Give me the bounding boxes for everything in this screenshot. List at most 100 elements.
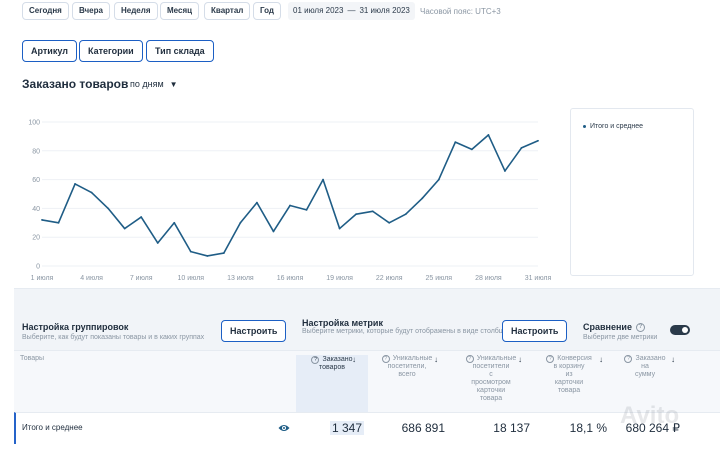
column-header-line: ? Уникальные [456, 355, 526, 363]
y-tick-label: 20 [32, 235, 40, 242]
period-yesterday-button[interactable]: Вчера [72, 2, 110, 20]
filter-warehouse-type-button[interactable]: Тип склада [146, 40, 214, 62]
legend-item-total[interactable]: Итого и среднее [583, 123, 643, 130]
data-point [388, 221, 391, 224]
column-header-line: сумму [634, 371, 656, 378]
column-header-ordered[interactable]: ? Заказано товаров [296, 355, 368, 413]
period-month-button[interactable]: Месяц [160, 2, 200, 20]
metrics-configure-button[interactable]: Настроить [502, 320, 568, 342]
column-header-cart-conversion[interactable]: ? Конверсия в корзину из карточки товара [541, 355, 597, 395]
data-point [289, 204, 291, 207]
help-icon[interactable]: ? [635, 323, 645, 333]
metrics-settings-desc: Выберите метрики, которые будут отображе… [302, 328, 541, 335]
column-header-line: ? Уникальные [374, 355, 440, 363]
y-tick-label: 80 [32, 148, 40, 155]
column-header-line: на [641, 363, 649, 370]
data-point [338, 227, 341, 230]
timezone-label: Часовой пояс: UTC+3 [420, 7, 501, 16]
data-point [74, 183, 76, 185]
sort-arrow-icon[interactable]: ↓ [434, 355, 438, 364]
y-tick-label: 0 [36, 264, 40, 271]
column-header-order-sum[interactable]: ? Заказано на сумму [618, 355, 672, 379]
date-range-picker[interactable]: 01 июля 2023—31 июля 2023 [288, 2, 415, 20]
column-header-unique-visitors[interactable]: ? Уникальные посетители, всего [374, 355, 440, 379]
data-point [239, 221, 242, 224]
date-separator: — [347, 6, 356, 15]
data-point [41, 219, 43, 221]
sort-arrow-icon[interactable]: ↓ [352, 355, 356, 364]
toggle-knob [682, 327, 688, 333]
date-to: 31 июля 2023 [359, 6, 410, 15]
cell-ordered: 1 347 [329, 421, 364, 435]
x-tick-label: 25 июля [425, 275, 452, 282]
column-header-line: товара [557, 387, 581, 394]
data-point [206, 255, 209, 257]
data-point [222, 252, 225, 254]
period-quarter-button[interactable]: Квартал [204, 2, 251, 20]
grouping-settings-desc: Выберите, как будут показаны товары и в … [22, 334, 205, 341]
grouping-settings-title: Настройка группировок [22, 322, 129, 332]
data-point [189, 250, 192, 253]
data-point [156, 242, 159, 244]
filter-categories-button[interactable]: Категории [79, 40, 143, 62]
eye-icon[interactable] [278, 424, 290, 432]
y-tick-label: 60 [32, 177, 40, 184]
help-icon[interactable]: ? [546, 355, 555, 363]
grouping-configure-button[interactable]: Настроить [221, 320, 287, 342]
column-header-line: посетители, [387, 363, 427, 370]
help-icon[interactable]: ? [311, 356, 320, 364]
x-tick-label: 16 июля [277, 275, 304, 282]
column-header-line: всего [398, 371, 416, 378]
data-point [454, 141, 457, 144]
data-point [57, 221, 60, 224]
x-tick-label: 7 июля [130, 275, 153, 282]
data-point [90, 191, 93, 194]
column-header-line: товара [479, 395, 503, 402]
column-header-goods[interactable]: Товары [20, 355, 45, 362]
cell-cart-conversion: 18,1 % [569, 421, 607, 435]
data-point [123, 227, 126, 230]
sort-arrow-icon[interactable]: ↓ [599, 355, 603, 364]
column-header-line: в корзину [553, 363, 585, 370]
period-year-button[interactable]: Год [253, 2, 281, 20]
cell-order-sum: 680 264 ₽ [625, 421, 680, 435]
orders-line-chart: 0 20 40 60 80 100 1 июля 4 июля 7 июля 10 июля 13 … [28, 120, 551, 283]
chart-legend: Итого и среднее [570, 108, 694, 276]
data-point [305, 208, 308, 211]
metrics-settings-title: Настройка метрик [302, 318, 383, 328]
column-header-unique-visitors-card[interactable]: ? Уникальные посетители с просмотром карточки… [456, 355, 526, 403]
sort-arrow-icon[interactable]: ↓ [518, 355, 522, 364]
granularity-value: по дням [130, 79, 164, 89]
data-point [272, 230, 275, 233]
series-line [41, 134, 539, 257]
table-row[interactable]: Итого и среднее 1 347 686 891 18 137 18,… [14, 412, 720, 444]
x-tick-label: 1 июля [31, 275, 54, 282]
column-header-line: ? Заказано [296, 356, 368, 364]
data-point [421, 197, 424, 200]
help-icon[interactable]: ? [381, 355, 390, 363]
column-header-line: карточки [476, 387, 506, 394]
column-header-line: из [565, 371, 573, 378]
help-icon[interactable]: ? [624, 355, 633, 363]
comparison-desc: Выберите две метрики [583, 334, 658, 341]
period-week-button[interactable]: Неделя [114, 2, 158, 20]
sort-arrow-icon[interactable]: ↓ [671, 355, 675, 364]
comparison-toggle[interactable] [670, 325, 690, 335]
chart-title: Заказано товаров [22, 77, 129, 91]
data-point [520, 147, 523, 149]
period-today-button[interactable]: Сегодня [22, 2, 69, 20]
y-tick-label: 40 [32, 206, 40, 213]
legend-dot-icon [583, 124, 586, 128]
column-header-line: с [489, 371, 493, 378]
granularity-select[interactable]: по дням ▼ [130, 79, 178, 89]
help-icon[interactable]: ? [465, 355, 474, 363]
comparison-title: Сравнение? [583, 322, 645, 333]
x-tick-label: 4 июля [80, 275, 103, 282]
x-tick-label: 28 июля [475, 275, 502, 282]
row-name: Итого и среднее [22, 423, 83, 432]
data-point [470, 148, 473, 151]
filter-article-button[interactable]: Артикул [22, 40, 77, 62]
date-from: 01 июля 2023 [293, 6, 344, 15]
x-tick-label: 19 июля [326, 275, 353, 282]
